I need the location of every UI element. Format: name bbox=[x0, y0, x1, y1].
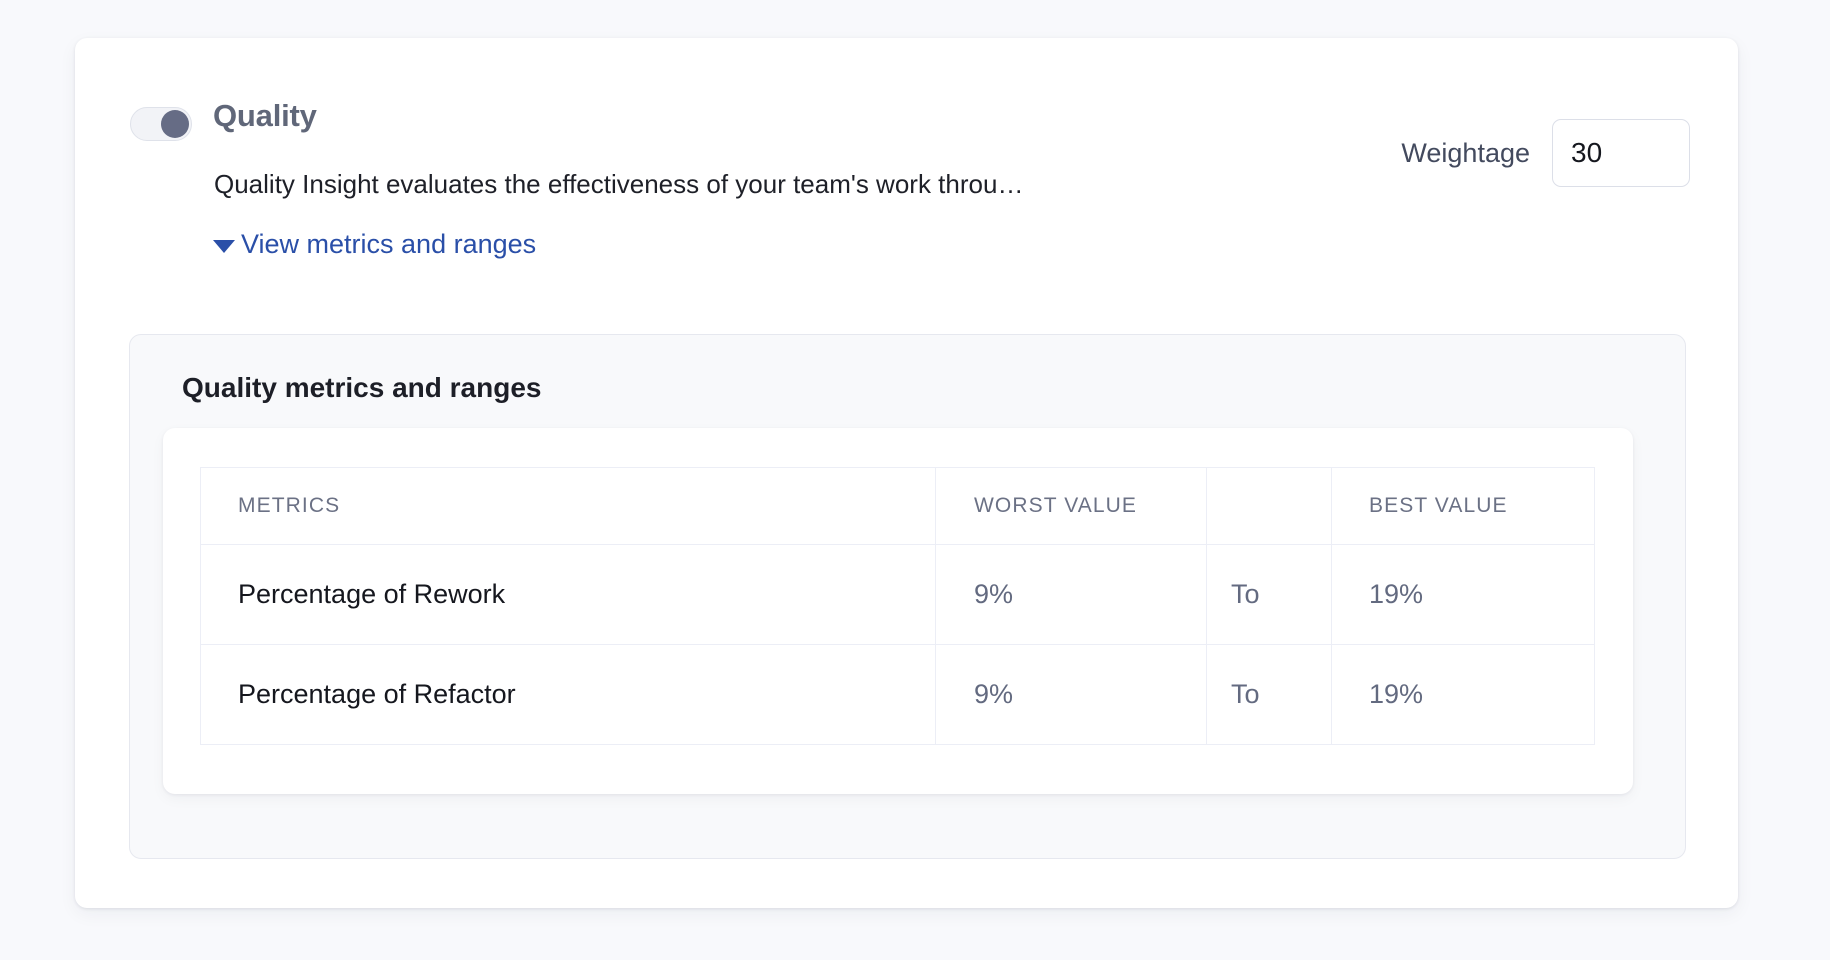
column-header-worst-value: WORST VALUE bbox=[935, 467, 1207, 545]
quality-insight-card: Quality Quality Insight evaluates the ef… bbox=[75, 38, 1738, 908]
table-row: Percentage of Rework 9% To 19% bbox=[200, 544, 1595, 645]
toggle-knob bbox=[161, 110, 189, 138]
weightage-input[interactable] bbox=[1552, 119, 1690, 187]
caret-down-icon bbox=[213, 239, 235, 253]
quality-insight-toggle[interactable] bbox=[130, 107, 192, 141]
metric-best-value: 19% bbox=[1331, 544, 1595, 645]
metric-worst-value: 9% bbox=[935, 544, 1207, 645]
metrics-table: METRICS WORST VALUE BEST VALUE Percentag… bbox=[200, 467, 1595, 745]
view-metrics-and-ranges-link[interactable]: View metrics and ranges bbox=[213, 229, 536, 260]
metrics-table-card: METRICS WORST VALUE BEST VALUE Percentag… bbox=[163, 428, 1633, 794]
insight-header: Quality Quality Insight evaluates the ef… bbox=[75, 38, 1738, 259]
metrics-panel-heading: Quality metrics and ranges bbox=[182, 372, 542, 403]
column-header-metrics: METRICS bbox=[200, 467, 936, 545]
table-header-row: METRICS WORST VALUE BEST VALUE bbox=[200, 467, 1595, 545]
column-header-best-value: BEST VALUE bbox=[1331, 467, 1595, 545]
insight-title: Quality bbox=[213, 98, 317, 133]
weightage-group: Weightage bbox=[1401, 119, 1690, 187]
metric-range-separator: To bbox=[1206, 644, 1332, 745]
metric-name: Percentage of Refactor bbox=[200, 644, 936, 745]
insight-description: Quality Insight evaluates the effectiven… bbox=[214, 169, 1024, 199]
metric-name: Percentage of Rework bbox=[200, 544, 936, 645]
column-header-separator bbox=[1206, 467, 1332, 545]
table-row: Percentage of Refactor 9% To 19% bbox=[200, 644, 1595, 745]
view-metrics-label: View metrics and ranges bbox=[241, 229, 537, 259]
metric-best-value: 19% bbox=[1331, 644, 1595, 745]
metric-range-separator: To bbox=[1206, 544, 1332, 645]
metrics-and-ranges-panel: Quality metrics and ranges METRICS WORST… bbox=[129, 334, 1686, 859]
metric-worst-value: 9% bbox=[935, 644, 1207, 745]
weightage-label: Weightage bbox=[1401, 137, 1530, 168]
